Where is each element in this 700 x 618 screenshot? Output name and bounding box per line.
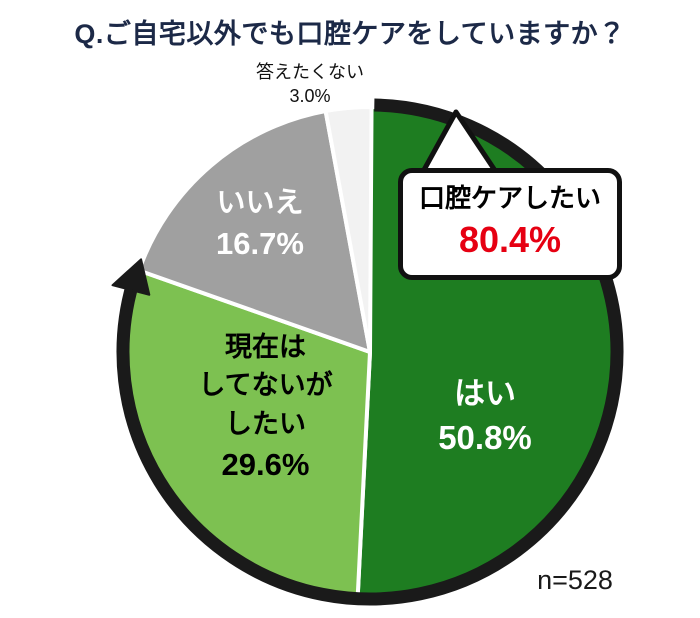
chart-title: Q.ご自宅以外でも口腔ケアをしていますか？ (74, 19, 626, 49)
slice-label-value: 16.7% (216, 226, 304, 262)
slice-label-text: してないが (198, 370, 333, 401)
callout-value: 80.4% (458, 219, 562, 261)
slice-label-text: はい (454, 376, 516, 411)
arrow-head (111, 258, 151, 296)
slice-label-value: 50.8% (438, 419, 532, 457)
slice-label-yes: はい 50.8% (390, 372, 580, 462)
slice-label-text: 現在は (225, 332, 306, 362)
sample-size-label: n=528 (537, 565, 613, 595)
pie-slice-no-answer (323, 105, 374, 354)
slice-label-value: 29.6% (221, 446, 310, 482)
slice-label-text: 答えたくない (256, 62, 364, 82)
callout-label: 口腔ケアしたい (418, 183, 601, 213)
slice-label-value: 3.0% (289, 86, 331, 107)
slice-label-text: いいえ (216, 187, 304, 219)
callout: 口腔ケアしたい 80.4% (398, 168, 622, 280)
pie-slice-no (136, 109, 372, 354)
slice-label-no-answer: 答えたくない 3.0% (230, 60, 390, 109)
slice-label-want-to: 現在は してないが したい 29.6% (168, 328, 363, 487)
slice-label-no: いいえ 16.7% (175, 184, 345, 265)
slice-label-text: したい (225, 408, 306, 439)
